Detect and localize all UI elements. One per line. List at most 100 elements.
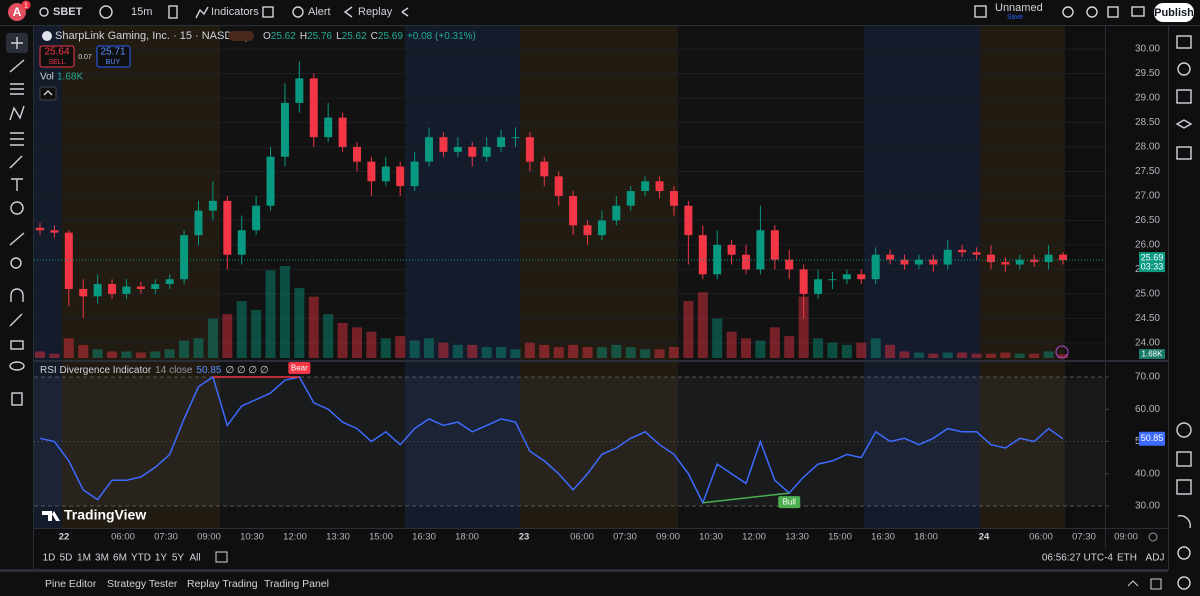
publish-button[interactable] xyxy=(1154,3,1194,22)
streams[interactable] xyxy=(1177,515,1191,529)
volume-bar xyxy=(813,338,824,358)
volume-bar xyxy=(1000,352,1011,358)
watermark-logo xyxy=(42,511,60,521)
add-symbol[interactable] xyxy=(99,5,113,19)
rsi-title: RSI Divergence Indicator xyxy=(40,365,152,376)
y-tick-label: 27.50 xyxy=(1135,166,1160,177)
y-tick-label: 26.00 xyxy=(1135,240,1160,251)
sell-button[interactable] xyxy=(39,45,75,68)
sell-label: SELL xyxy=(48,59,65,66)
volume-badge xyxy=(1139,349,1165,359)
text-tool[interactable] xyxy=(11,178,23,191)
y-tick-label: 24.50 xyxy=(1135,313,1160,324)
maximize-panel[interactable] xyxy=(1150,578,1162,590)
delete-tool[interactable] xyxy=(11,392,23,406)
buy-price: 25.71 xyxy=(100,47,125,58)
range-button[interactable]: 3M xyxy=(95,553,109,564)
zoom-tool[interactable] xyxy=(10,257,22,269)
save-label[interactable]: Save xyxy=(1007,14,1023,21)
calendar[interactable] xyxy=(1176,451,1192,467)
fib-tool[interactable] xyxy=(10,83,24,95)
layout-name[interactable]: Unnamed xyxy=(995,2,1043,14)
panel-tab[interactable]: Trading Panel xyxy=(264,578,329,590)
candle-body xyxy=(482,146,491,157)
watchlist[interactable] xyxy=(1176,35,1192,49)
prediction-tool[interactable] xyxy=(10,132,24,146)
range-button[interactable]: 1Y xyxy=(155,553,168,564)
session-band xyxy=(980,26,1065,528)
volume-bar xyxy=(640,349,651,358)
range-button[interactable]: 6M xyxy=(113,553,127,564)
x-tick-label: 07:30 xyxy=(613,532,637,543)
templates[interactable] xyxy=(262,6,274,18)
session-band xyxy=(864,26,980,528)
top-toolbar xyxy=(0,0,1200,25)
help[interactable] xyxy=(1177,576,1191,590)
x-tick-label: 13:30 xyxy=(326,532,350,543)
snapshot[interactable] xyxy=(1131,6,1145,17)
chat[interactable] xyxy=(1176,146,1192,160)
alerts-panel[interactable] xyxy=(1177,62,1191,76)
layers[interactable] xyxy=(1175,119,1193,129)
collapse-panel[interactable] xyxy=(1127,580,1139,587)
candle-body xyxy=(453,146,462,152)
lock-tool[interactable] xyxy=(10,340,24,350)
notifications-panel[interactable] xyxy=(1177,546,1191,560)
icon-tool[interactable] xyxy=(10,201,24,215)
avatar[interactable] xyxy=(8,3,26,21)
candle-body xyxy=(237,230,246,255)
magnet-tool[interactable] xyxy=(10,288,24,302)
collapse-legend[interactable] xyxy=(39,86,57,101)
ideas[interactable] xyxy=(1176,479,1192,495)
buy-button[interactable] xyxy=(96,45,131,68)
stay-drawing[interactable] xyxy=(9,313,23,327)
goto-date[interactable] xyxy=(215,551,228,563)
publish-label: Publish xyxy=(1154,7,1194,19)
range-button[interactable]: 5D xyxy=(60,553,73,564)
brush-tool[interactable] xyxy=(9,155,23,169)
candle-body xyxy=(1001,262,1010,265)
session-band xyxy=(1065,26,1105,528)
symbol[interactable]: SBET xyxy=(53,6,83,18)
volume-bar xyxy=(92,349,103,358)
y-tick-label: 30.00 xyxy=(1135,44,1160,55)
volume-bar xyxy=(712,318,723,358)
volume-bar xyxy=(870,338,881,358)
candle-body xyxy=(151,284,160,289)
quick-search[interactable] xyxy=(1062,6,1074,18)
hide-tool[interactable] xyxy=(9,361,25,371)
notification-badge xyxy=(21,0,31,10)
ohlc-key: O xyxy=(263,31,271,42)
panel-tab[interactable]: Pine Editor xyxy=(45,578,97,590)
range-button[interactable]: YTD xyxy=(131,553,151,564)
replay-button[interactable]: Replay xyxy=(358,6,393,18)
target[interactable] xyxy=(1176,422,1192,438)
volume-bar xyxy=(222,314,233,358)
panel-tab[interactable]: Replay Trading xyxy=(187,578,258,590)
rsi-header: RSI Divergence Indicator 14 close 50.85 ∅ ∅… xyxy=(40,365,269,376)
panel-tab[interactable]: Strategy Tester xyxy=(107,578,178,590)
layout-checkbox[interactable] xyxy=(974,5,987,18)
range-button[interactable]: 5Y xyxy=(172,553,185,564)
alert-button[interactable]: Alert xyxy=(308,6,331,18)
volume-bar xyxy=(755,340,766,358)
candle-body xyxy=(612,205,621,221)
trendline-tool[interactable] xyxy=(9,59,25,73)
range-button[interactable]: 1M xyxy=(77,553,91,564)
last-price-badge xyxy=(1139,252,1165,273)
bar-style[interactable] xyxy=(168,5,178,19)
undo[interactable] xyxy=(401,7,409,17)
indicators-button[interactable]: Indicators xyxy=(211,6,259,18)
session[interactable]: ETH xyxy=(1117,553,1137,564)
settings[interactable] xyxy=(1086,6,1098,18)
axis-settings[interactable] xyxy=(1148,532,1158,542)
fullscreen[interactable] xyxy=(1107,6,1119,18)
candle-body xyxy=(799,269,808,294)
interval[interactable]: 15m xyxy=(131,6,152,18)
adjust[interactable]: ADJ xyxy=(1146,553,1165,564)
range-button[interactable]: 1D xyxy=(43,553,56,564)
range-button[interactable]: All xyxy=(189,553,200,564)
data-window[interactable] xyxy=(1176,89,1192,104)
measure-tool[interactable] xyxy=(9,232,25,246)
pattern-tool[interactable] xyxy=(9,105,25,121)
